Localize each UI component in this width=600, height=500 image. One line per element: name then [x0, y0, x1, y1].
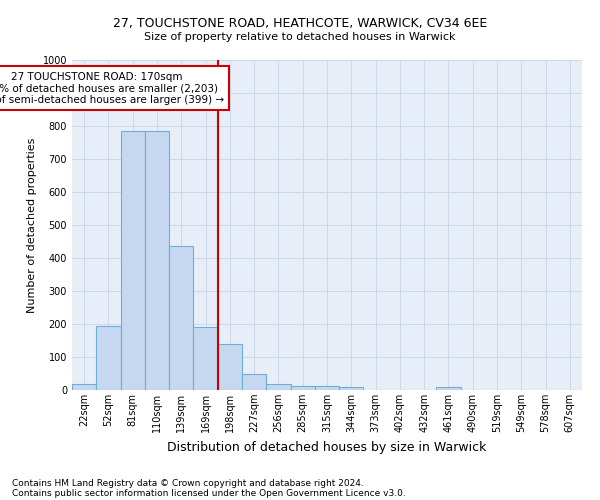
Bar — [290, 386, 315, 390]
Bar — [121, 131, 145, 390]
Text: 27, TOUCHSTONE ROAD, HEATHCOTE, WARWICK, CV34 6EE: 27, TOUCHSTONE ROAD, HEATHCOTE, WARWICK,… — [113, 18, 487, 30]
Text: Contains HM Land Registry data © Crown copyright and database right 2024.: Contains HM Land Registry data © Crown c… — [12, 478, 364, 488]
Bar — [72, 384, 96, 390]
Text: 27 TOUCHSTONE ROAD: 170sqm
← 85% of detached houses are smaller (2,203)
15% of s: 27 TOUCHSTONE ROAD: 170sqm ← 85% of deta… — [0, 72, 224, 105]
Bar — [339, 386, 364, 390]
Bar — [315, 386, 339, 390]
X-axis label: Distribution of detached houses by size in Warwick: Distribution of detached houses by size … — [167, 440, 487, 454]
Text: Size of property relative to detached houses in Warwick: Size of property relative to detached ho… — [144, 32, 456, 42]
Bar — [96, 326, 121, 390]
Bar — [266, 384, 290, 390]
Bar — [169, 246, 193, 390]
Bar — [193, 328, 218, 390]
Bar — [436, 388, 461, 390]
Text: Contains public sector information licensed under the Open Government Licence v3: Contains public sector information licen… — [12, 488, 406, 498]
Y-axis label: Number of detached properties: Number of detached properties — [27, 138, 37, 312]
Bar — [218, 344, 242, 390]
Bar — [242, 374, 266, 390]
Bar — [145, 131, 169, 390]
